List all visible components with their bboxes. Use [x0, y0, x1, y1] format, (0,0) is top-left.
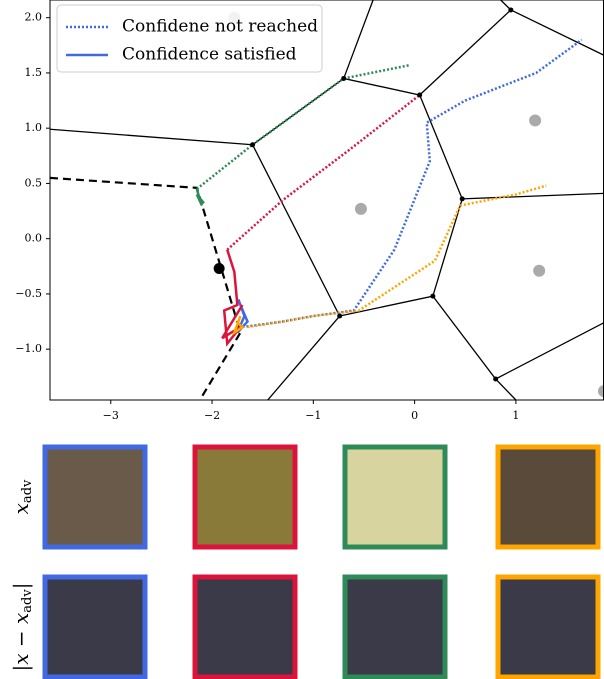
trajectory — [231, 315, 245, 336]
x-tick-label: −1 — [305, 409, 321, 422]
trajectory — [196, 63, 410, 190]
image — [42, 444, 148, 550]
plot — [50, 0, 604, 400]
y-tick-label: 2.0 — [25, 11, 43, 24]
image — [342, 444, 448, 550]
y-tick-label: −1.0 — [15, 342, 42, 355]
x-tick-label: 1 — [512, 409, 519, 422]
y-tick-label: 1.5 — [25, 66, 43, 79]
row-label-part: adv — [20, 589, 35, 613]
x-tick-label: 0 — [411, 409, 418, 422]
legend-box — [56, 4, 323, 73]
y-tick-label: 0.0 — [25, 232, 43, 245]
image — [192, 574, 298, 679]
class-center — [598, 385, 604, 398]
image — [495, 444, 601, 550]
x-tick-label: −2 — [204, 409, 220, 422]
class-center — [533, 264, 546, 277]
vertex — [508, 7, 514, 13]
class-center — [529, 114, 542, 127]
boundary — [50, 176, 242, 400]
trajectory — [242, 38, 583, 329]
voronoi-edge — [267, 315, 341, 400]
image — [192, 444, 298, 550]
voronoi-edge — [510, 9, 604, 56]
image — [42, 574, 148, 679]
vertex — [430, 293, 436, 299]
voronoi-edge — [251, 144, 463, 317]
trajectory — [195, 188, 205, 207]
voronoi-edge — [495, 378, 517, 400]
vertex — [459, 196, 465, 202]
image — [342, 574, 448, 679]
class-center — [354, 202, 367, 215]
vertex — [337, 313, 343, 319]
trajectory — [221, 249, 244, 347]
row-label: |x − xadv| — [9, 583, 35, 672]
y-tick-label: 1.0 — [25, 121, 43, 134]
y-tick-label: −0.5 — [15, 287, 42, 300]
row-label-part: x — [9, 503, 33, 514]
legend-label: Confidene not reached — [122, 17, 318, 37]
voronoi-edge — [343, 0, 374, 79]
legend-label: Confidence satisfied — [122, 45, 297, 65]
image — [495, 574, 601, 679]
row-label-part: |x − x — [9, 613, 34, 672]
row-label: xadv — [9, 479, 35, 514]
x-tick-label: −3 — [103, 409, 119, 422]
trajectory — [247, 184, 547, 329]
voronoi-edge — [419, 94, 604, 200]
origin — [213, 263, 225, 275]
voronoi-edge — [432, 295, 604, 380]
vertex — [417, 92, 423, 98]
row-label-part: | — [9, 583, 34, 590]
trajectory — [226, 94, 421, 251]
vertex — [250, 142, 256, 148]
vertex — [493, 376, 499, 382]
y-tick-label: 0.5 — [25, 176, 43, 189]
row-label-part: adv — [20, 479, 35, 503]
vertex — [341, 75, 347, 81]
